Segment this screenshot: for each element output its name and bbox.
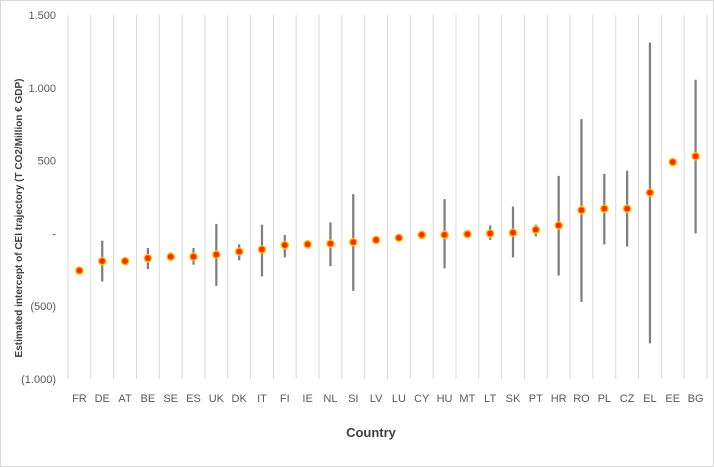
data-point-fr	[75, 266, 84, 275]
x-tick-label: BE	[141, 393, 156, 405]
y-tick-label: -	[52, 228, 56, 240]
x-tick-label: BG	[688, 393, 704, 405]
x-tick-label: LT	[484, 393, 496, 405]
data-point-hr	[554, 221, 563, 230]
x-tick-label: LU	[392, 393, 406, 405]
data-point-uk	[212, 250, 221, 259]
y-tick-label: 1.500	[28, 10, 56, 22]
x-tick-label: LV	[370, 393, 383, 405]
data-point-pt	[531, 225, 541, 235]
data-point-it	[257, 245, 267, 254]
data-point-dk	[234, 247, 244, 256]
data-point-cy	[417, 230, 427, 240]
x-tick-label: HR	[551, 393, 567, 405]
data-point-mt	[463, 229, 472, 239]
data-point-nl	[326, 239, 335, 248]
x-tick-label: CZ	[620, 393, 635, 405]
y-tick-label: 500	[38, 156, 56, 168]
x-tick-label: IT	[257, 393, 267, 405]
data-point-pl	[600, 204, 609, 213]
x-tick-label: CY	[414, 393, 430, 405]
data-point-lu	[394, 233, 404, 243]
data-point-hu	[440, 230, 449, 240]
x-axis-title: Country	[346, 425, 397, 440]
y-axis-ticks: 1.500 1.000 500 - (500) (1.000)	[21, 10, 56, 386]
x-tick-label: HU	[437, 393, 453, 405]
data-point-cz	[622, 204, 632, 213]
x-tick-label: AT	[118, 393, 132, 405]
x-tick-label: IE	[302, 393, 312, 405]
data-point-at	[120, 256, 130, 266]
y-axis-title: Estimated intercept of CEI trajectory (T…	[14, 79, 25, 358]
data-point-de	[97, 256, 107, 266]
data-point-se	[166, 252, 175, 261]
data-point-bg	[691, 151, 700, 161]
data-point-lt	[485, 229, 495, 238]
x-tick-label: MT	[459, 393, 475, 405]
x-tick-label: ES	[186, 393, 201, 405]
gridlines	[67, 15, 708, 379]
data-points	[75, 151, 700, 275]
x-tick-label: PT	[529, 393, 543, 405]
data-point-si	[348, 237, 358, 247]
x-tick-label: RO	[573, 393, 590, 405]
x-tick-label: PL	[598, 393, 611, 405]
x-axis-ticks: FR DE AT BE SE ES UK DK IT FI IE NL SI LV LU CY HU MT LT SK…	[72, 393, 703, 405]
x-tick-label: SE	[163, 393, 178, 405]
y-tick-label: (1.000)	[21, 374, 56, 386]
data-point-ee	[668, 157, 678, 167]
data-point-el	[645, 188, 655, 197]
data-point-be	[143, 253, 153, 263]
data-point-fi	[280, 240, 290, 250]
data-point-ro	[577, 205, 586, 215]
x-tick-label: EE	[665, 393, 680, 405]
data-point-ie	[303, 240, 312, 249]
x-tick-label: SI	[348, 393, 358, 405]
x-tick-label: SK	[506, 393, 521, 405]
x-tick-label: DE	[95, 393, 110, 405]
y-tick-label: (500)	[30, 301, 56, 313]
x-tick-label: EL	[643, 393, 656, 405]
data-point-sk	[508, 228, 518, 237]
x-tick-label: NL	[323, 393, 337, 405]
x-tick-label: DK	[232, 393, 248, 405]
data-point-es	[189, 252, 198, 261]
y-tick-label: 1.000	[28, 83, 56, 95]
x-tick-label: FI	[280, 393, 290, 405]
x-tick-label: UK	[209, 393, 225, 405]
data-point-lv	[371, 235, 381, 245]
error-bars	[101, 42, 697, 344]
x-tick-label: FR	[72, 393, 87, 405]
